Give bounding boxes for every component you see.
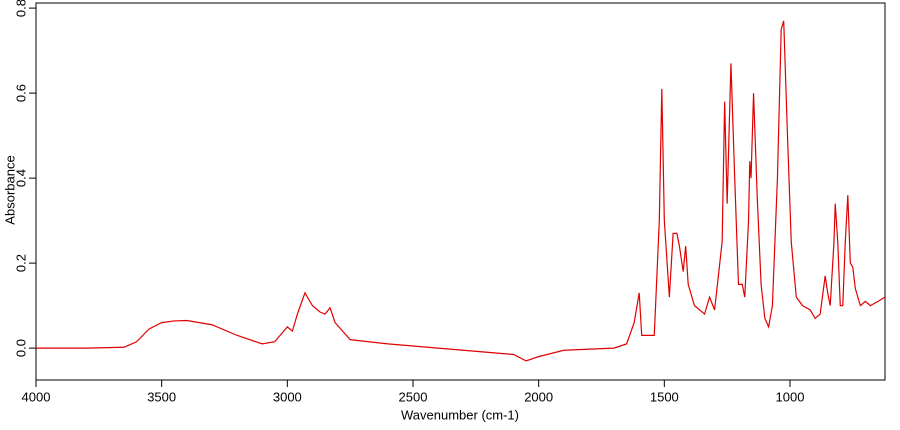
- plot-frame: [35, 2, 886, 381]
- x-tick-label: 1500: [650, 389, 679, 404]
- y-tick-label: 0.8: [13, 0, 28, 17]
- x-tick-label: 4000: [22, 389, 51, 404]
- y-axis-label: Absorbance: [2, 155, 17, 224]
- y-tick-label: 0.2: [13, 254, 28, 272]
- y-tick-label: 0.4: [13, 169, 28, 187]
- x-axis-label: Wavenumber (cm-1): [401, 407, 519, 422]
- y-tick-label: 0.6: [13, 84, 28, 102]
- x-tick-label: 2500: [399, 389, 428, 404]
- x-tick-label: 3500: [147, 389, 176, 404]
- y-tick-label: 0.0: [13, 339, 28, 357]
- x-tick-label: 3000: [273, 389, 302, 404]
- x-tick-label: 2000: [524, 389, 553, 404]
- x-tick-label: 1000: [776, 389, 805, 404]
- spectrum-line: [36, 20, 886, 362]
